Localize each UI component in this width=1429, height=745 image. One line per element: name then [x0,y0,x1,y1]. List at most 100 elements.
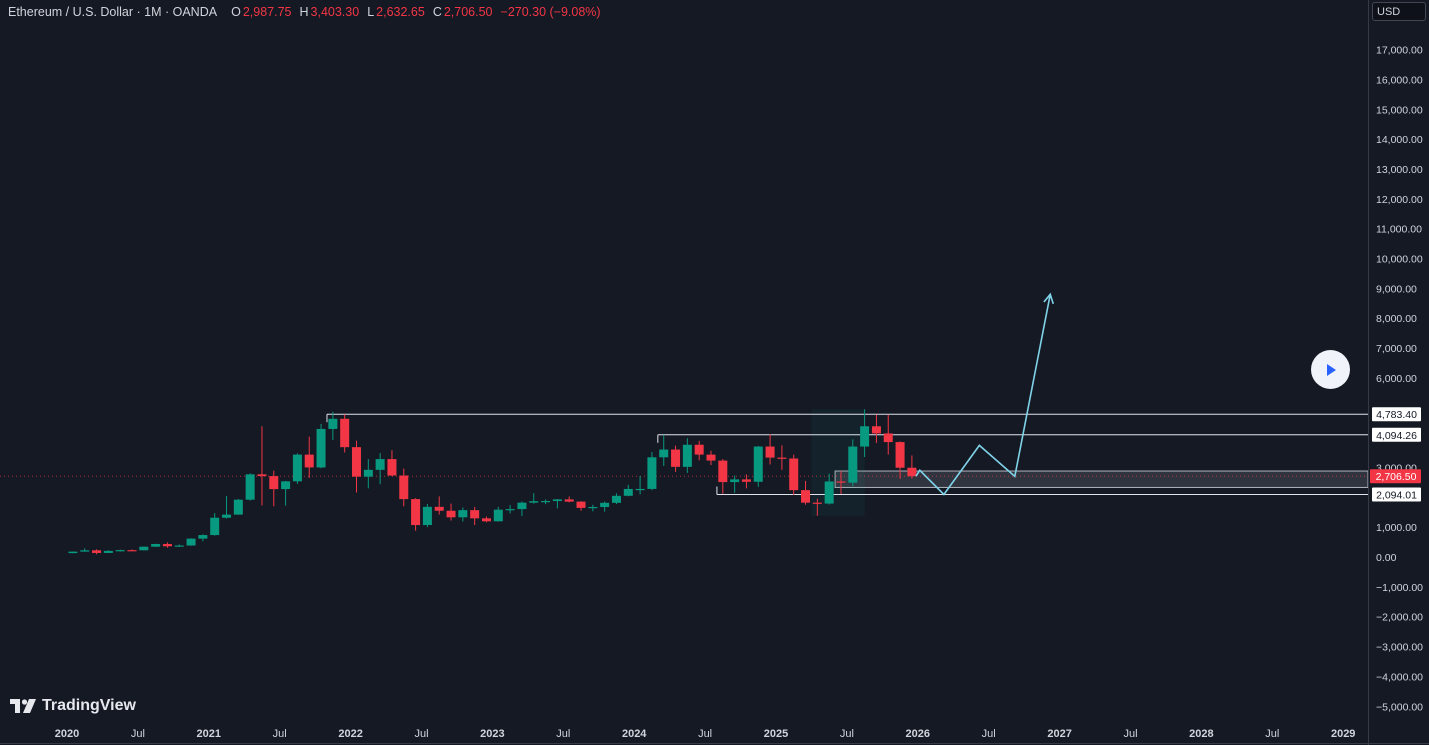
candle-2022-11 [470,506,480,526]
candle-body [860,426,870,447]
candle-body [458,510,468,518]
symbol-legend: Ethereum / U.S. Dollar · 1M · OANDA O 2,9… [8,4,601,20]
candle-body [730,479,740,483]
open-label: O [231,5,241,19]
candle-2020-10 [174,544,184,548]
currency-selector[interactable]: USD [1372,2,1426,21]
play-icon [1326,363,1336,376]
x-tick-label: 2023 [480,728,504,740]
x-tick-label: Jul [840,728,854,740]
y-tick-label: 12,000.00 [1376,194,1423,206]
time-axis: 2020 Jul 2021 Jul 2022 Jul 2023 Jul 2024 Jul 2025 J… [55,728,1356,740]
close-label: C [432,5,442,19]
projection-layer [915,292,1055,496]
candle-body [304,454,314,468]
candle-2021-09 [304,436,314,478]
candle-body [871,426,881,434]
candle-2023-01 [493,506,503,522]
candle-body [552,499,562,502]
candle-2020-04 [103,550,113,554]
candle-body [801,490,811,503]
candle-2025-09 [871,414,881,443]
candle-body [162,544,172,547]
replay-play-button[interactable] [1311,350,1350,389]
candle-2020-08 [151,543,161,547]
level-price-text: 4,783.40 [1376,409,1417,421]
candle-body [399,475,409,500]
candle-body [789,458,799,491]
projection-path [915,294,1052,496]
candle-2022-02 [363,459,373,489]
y-tick-label: 0.00 [1376,552,1397,564]
candle-2021-06 [269,470,279,507]
price-axis: 17,000.00 16,000.00 15,000.00 14,000.00 13,0… [1376,45,1423,714]
high-label: H [299,5,309,19]
candle-body [883,433,893,443]
candle-2025-10 [883,414,893,455]
candle-2021-08 [292,453,302,484]
candle-body [340,418,350,448]
symbol-title[interactable]: Ethereum / U.S. Dollar · 1M · OANDA [8,5,218,19]
candle-body [493,509,503,522]
candle-2022-05 [399,468,409,507]
candle-body [257,474,267,477]
x-tick-label: Jul [698,728,712,740]
x-tick-label: 2020 [55,728,79,740]
x-tick-label: Jul [556,728,570,740]
y-tick-label: −2,000.00 [1376,612,1423,624]
open-value: 2,987.75 [242,5,292,19]
candle-2024-07 [706,450,716,466]
candle-2023-04 [529,493,539,504]
candle-body [694,444,704,455]
x-tick-label: Jul [273,728,287,740]
candle-2022-01 [352,440,361,493]
candle-2020-07 [139,546,149,551]
candle-body [753,446,763,482]
candle-2021-12 [340,414,350,453]
candle-2020-12 [198,534,208,542]
candle-2022-03 [375,453,385,485]
candle-2022-08 [434,496,444,515]
candle-2022-10 [458,507,468,522]
x-tick-label: Jul [1123,728,1137,740]
candle-2023-05 [541,499,551,505]
candle-body [741,479,751,482]
tradingview-logo[interactable]: TradingView [10,697,136,715]
close-value: 2,706.50 [443,5,493,19]
y-tick-label: 8,000.00 [1376,313,1417,325]
y-tick-label: 17,000.00 [1376,45,1423,57]
tradingview-logo-icon [10,699,36,713]
candle-body [151,544,161,547]
candle-2020-09 [162,542,172,548]
candle-2023-02 [505,505,515,514]
candle-2025-04 [812,498,822,516]
candle-body [824,481,834,504]
level-price-bg [1372,427,1421,442]
candle-body [292,454,302,482]
candle-2020-05 [115,549,125,552]
candle-body [411,499,421,526]
brand-name: TradingView [42,697,136,714]
candle-body [68,551,78,554]
candle-2024-08 [718,459,728,494]
candle-2021-03 [233,498,243,515]
candle-body [623,488,633,496]
candle-2021-07 [281,480,291,506]
low-value: 2,632.65 [376,5,425,19]
y-tick-label: 1,000.00 [1376,522,1417,534]
candle-2024-11 [753,445,763,487]
candle-body [387,459,397,476]
candle-body [198,535,208,539]
candle-body [588,507,598,509]
candle-body [600,502,610,508]
candle-2023-06 [552,499,562,509]
level-price-text: 2,094.01 [1376,489,1417,501]
candle-2024-04 [671,445,681,472]
high-value: 3,403.30 [310,5,360,19]
x-tick-label: 2022 [338,728,362,740]
candle-2022-07 [422,503,432,528]
level-price-text: 4,094.26 [1376,430,1417,442]
candle-body [186,538,196,546]
